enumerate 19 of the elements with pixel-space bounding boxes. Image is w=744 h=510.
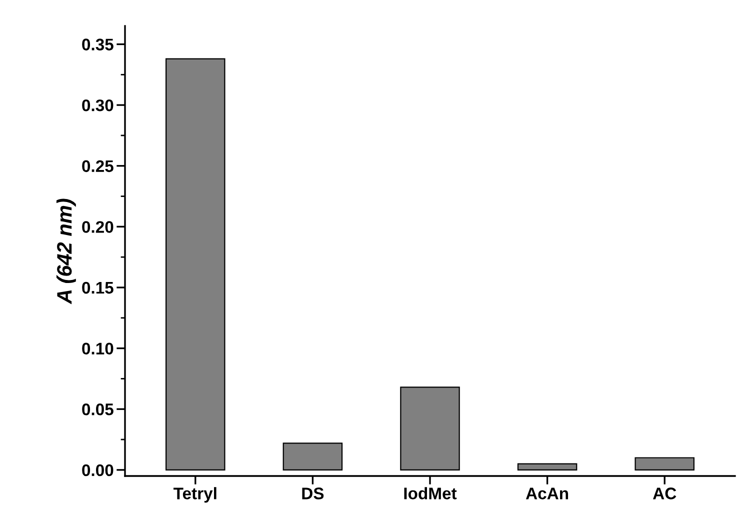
y-tick-label: 0.25 (82, 160, 114, 172)
x-tick-label: AC (652, 488, 676, 500)
x-tick-label: DS (302, 488, 324, 500)
x-tick-label: IodMet (404, 487, 457, 500)
y-tick-label: 0.30 (82, 99, 114, 112)
x-tick-label: Tetryl (173, 487, 216, 503)
bar (517, 463, 578, 470)
y-tick-label: 0.35 (82, 38, 114, 50)
y-tick-label: 0.20 (82, 221, 114, 233)
y-axis-title: A (642 nm) (56, 198, 76, 304)
y-tick-label: 0.10 (82, 342, 114, 354)
bar (166, 58, 226, 470)
x-tick-label: AcAn (526, 488, 568, 500)
bar (400, 386, 460, 470)
bar (634, 457, 694, 470)
y-tick-label: 0.05 (82, 404, 114, 416)
bar (282, 442, 343, 470)
y-tick-label: 0.00 (82, 464, 114, 476)
y-tick-label: 0.15 (82, 282, 114, 294)
